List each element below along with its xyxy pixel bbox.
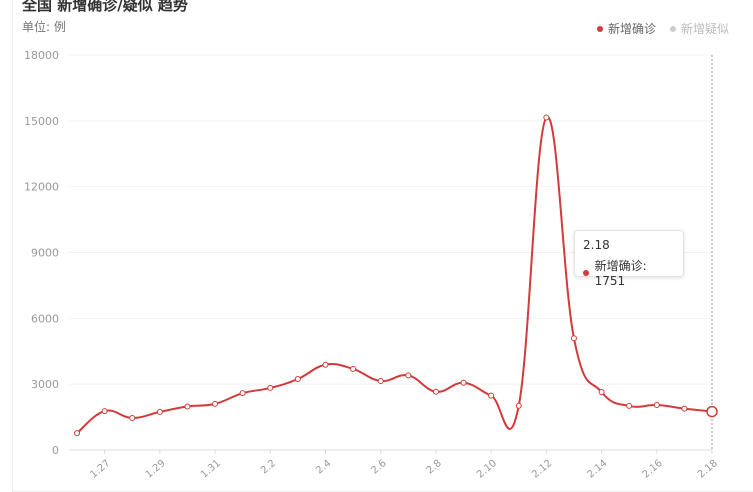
tooltip-value: 新增确诊: 1751 bbox=[594, 259, 647, 288]
y-tick-label: 9000 bbox=[31, 247, 59, 260]
data-point bbox=[129, 414, 136, 421]
data-point bbox=[156, 408, 163, 415]
data-point bbox=[432, 388, 439, 395]
x-tick-label: 1.27 bbox=[88, 458, 112, 478]
tooltip: 2.18 新增确诊: 1751 bbox=[574, 230, 684, 288]
chart-title: 全国 新增确诊/疑似 趋势 bbox=[22, 0, 188, 14]
tooltip-series-dot bbox=[583, 269, 589, 276]
y-tick-label: 3000 bbox=[31, 378, 59, 391]
y-tick-label: 12000 bbox=[24, 181, 59, 194]
data-point bbox=[706, 405, 718, 418]
x-tick-label: 2.18 bbox=[696, 458, 720, 478]
y-tick-label: 15000 bbox=[24, 115, 59, 128]
legend-dot-confirmed bbox=[596, 25, 603, 32]
x-tick-label: 1.29 bbox=[144, 458, 168, 478]
legend-item-suspected[interactable]: 新增疑似 bbox=[669, 20, 729, 37]
data-point bbox=[543, 114, 550, 121]
x-tick-label: 2.8 bbox=[425, 458, 444, 477]
tooltip-row: 新增确诊: 1751 bbox=[583, 257, 675, 288]
x-tick-label: 1.31 bbox=[199, 458, 223, 478]
legend-item-confirmed[interactable]: 新增确诊 bbox=[596, 20, 656, 37]
data-point bbox=[239, 390, 246, 397]
y-tick-label: 6000 bbox=[31, 312, 59, 325]
x-tick-label: 2.12 bbox=[530, 458, 554, 478]
y-tick-label: 18000 bbox=[24, 49, 59, 62]
x-tick-label: 2.2 bbox=[259, 458, 278, 477]
data-point bbox=[405, 372, 412, 379]
y-tick-label: 0 bbox=[52, 444, 59, 457]
data-point bbox=[101, 408, 108, 415]
legend-label-suspected: 新增疑似 bbox=[680, 22, 729, 36]
data-point bbox=[267, 384, 274, 391]
data-point bbox=[570, 335, 577, 342]
unit-label: 单位: 例 bbox=[22, 20, 66, 34]
data-point bbox=[184, 403, 191, 410]
x-tick-label: 2.6 bbox=[369, 458, 388, 477]
x-tick-label: 2.10 bbox=[475, 458, 499, 478]
data-point bbox=[681, 405, 688, 412]
data-point bbox=[653, 402, 660, 409]
data-point bbox=[488, 392, 495, 399]
data-point bbox=[598, 389, 605, 396]
data-point bbox=[74, 430, 80, 437]
legend-dot-suspected bbox=[669, 25, 676, 32]
series-line bbox=[76, 116, 713, 434]
tooltip-date: 2.18 bbox=[583, 238, 610, 252]
data-point bbox=[377, 378, 384, 385]
data-point bbox=[350, 365, 357, 372]
legend-label-confirmed: 新增确诊 bbox=[607, 22, 656, 36]
data-point bbox=[626, 402, 633, 409]
x-tick-label: 2.16 bbox=[641, 458, 665, 478]
data-point bbox=[212, 400, 219, 407]
legend: 新增确诊 新增疑似 bbox=[596, 20, 729, 37]
data-point bbox=[294, 376, 301, 383]
data-point bbox=[322, 361, 329, 368]
line-chart[interactable]: 0 3000 6000 9000 12000 15000 18000 1.27 1.29 1.31… bbox=[0, 0, 753, 478]
data-point bbox=[515, 402, 522, 409]
x-tick-label: 2.14 bbox=[585, 458, 609, 478]
x-tick-label: 2.4 bbox=[314, 458, 333, 477]
data-point bbox=[460, 379, 467, 386]
